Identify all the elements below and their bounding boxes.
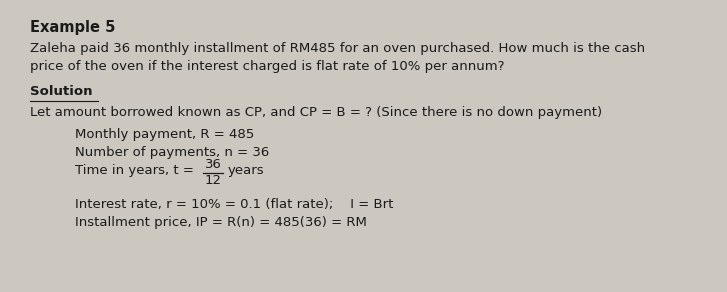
- Text: 36: 36: [204, 159, 222, 171]
- Text: Monthly payment, R = 485: Monthly payment, R = 485: [75, 128, 254, 141]
- Text: Installment price, IP = R(n) = 485(36) = RM: Installment price, IP = R(n) = 485(36) =…: [75, 216, 367, 229]
- Text: 12: 12: [204, 173, 222, 187]
- Text: Interest rate, r = 10% = 0.1 (flat rate);    I = Brt: Interest rate, r = 10% = 0.1 (flat rate)…: [75, 198, 393, 211]
- Text: Time in years, t =: Time in years, t =: [75, 164, 194, 177]
- Text: Number of payments, n = 36: Number of payments, n = 36: [75, 146, 269, 159]
- Text: years: years: [228, 164, 265, 177]
- Text: Let amount borrowed known as CP, and CP = B = ? (Since there is no down payment): Let amount borrowed known as CP, and CP …: [30, 106, 602, 119]
- Text: Example 5: Example 5: [30, 20, 116, 35]
- Text: Zaleha paid 36 monthly installment of RM485 for an oven purchased. How much is t: Zaleha paid 36 monthly installment of RM…: [30, 42, 645, 55]
- Text: Solution: Solution: [30, 85, 92, 98]
- Text: price of the oven if the interest charged is flat rate of 10% per annum?: price of the oven if the interest charge…: [30, 60, 505, 73]
